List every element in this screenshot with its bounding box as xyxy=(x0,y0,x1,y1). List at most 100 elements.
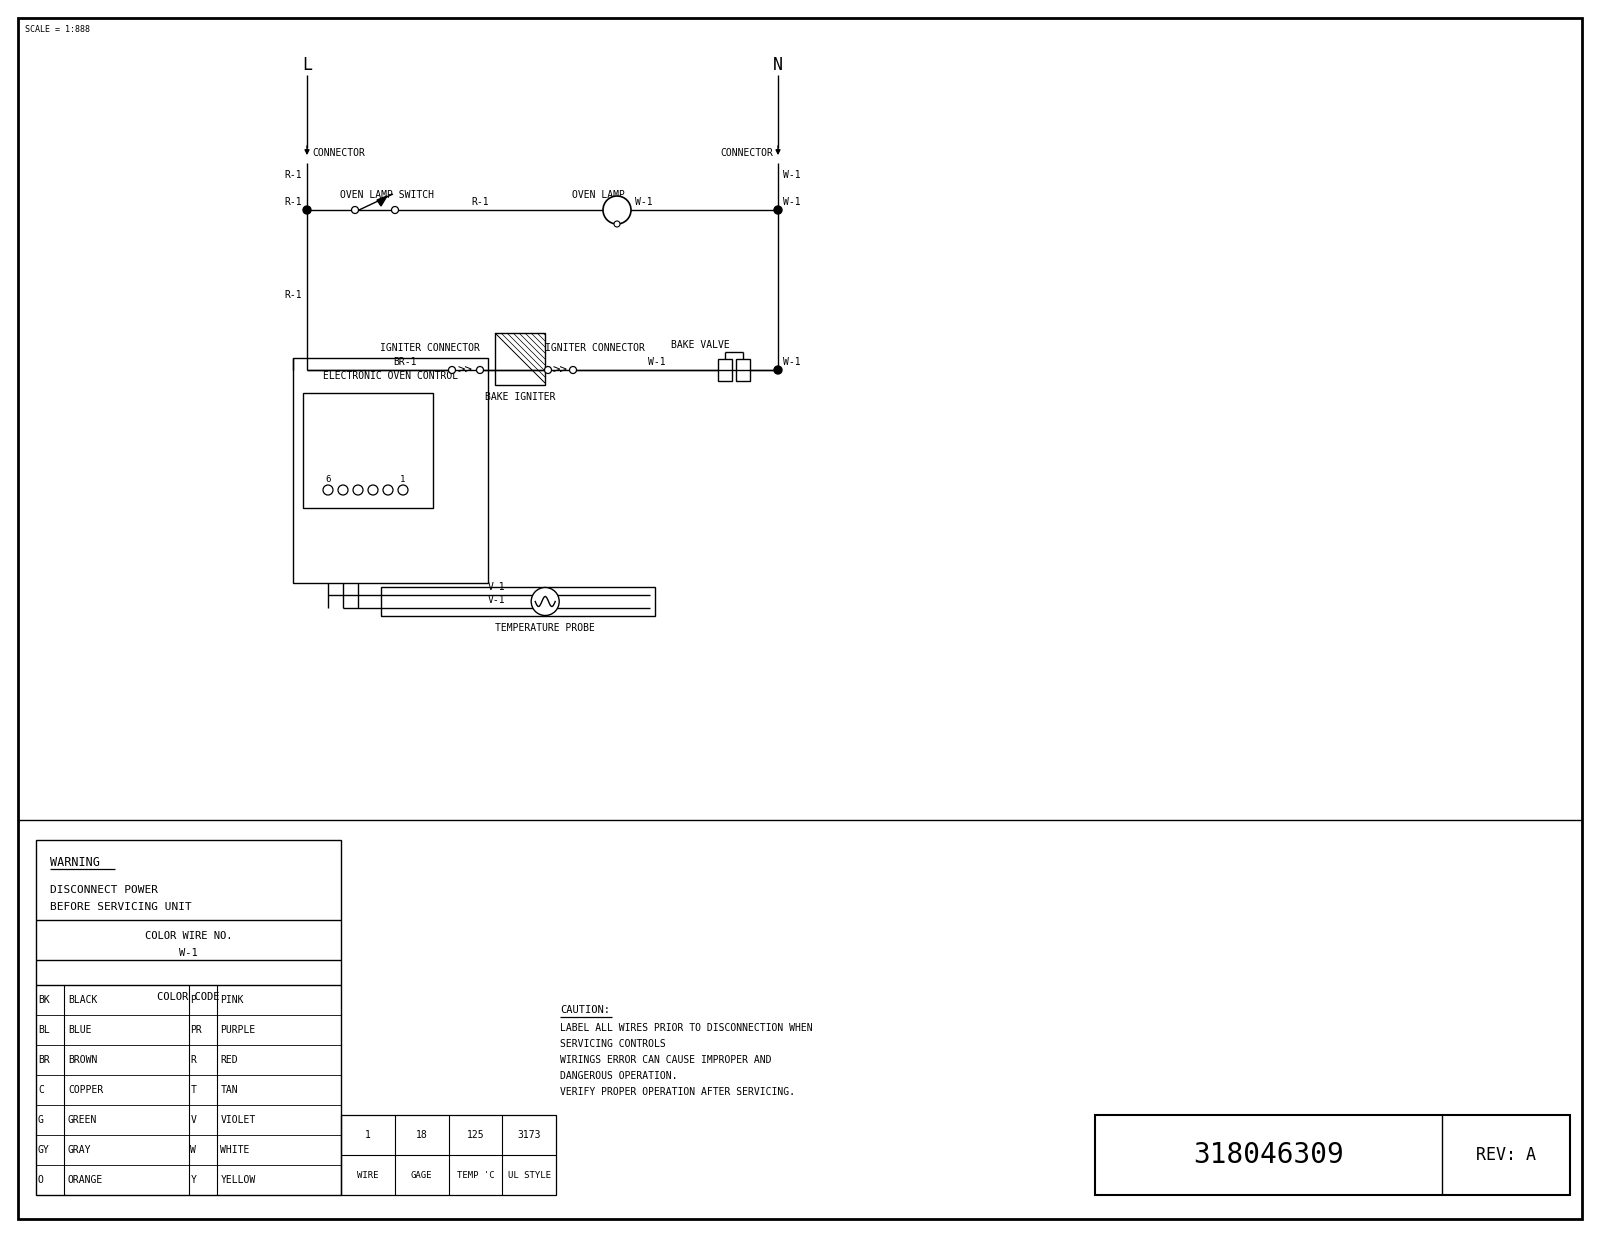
Text: 318046309: 318046309 xyxy=(1194,1141,1344,1169)
Text: SERVICING CONTROLS: SERVICING CONTROLS xyxy=(560,1039,666,1049)
Text: SCALE = 1:888: SCALE = 1:888 xyxy=(26,26,90,35)
Text: 3173: 3173 xyxy=(517,1131,541,1141)
Text: O: O xyxy=(38,1175,43,1185)
Text: DANGEROUS OPERATION.: DANGEROUS OPERATION. xyxy=(560,1071,677,1081)
Text: TAN: TAN xyxy=(221,1085,238,1095)
Text: GAGE: GAGE xyxy=(411,1170,432,1180)
Text: GRAY: GRAY xyxy=(67,1145,91,1155)
Text: 125: 125 xyxy=(467,1131,485,1141)
Text: BLACK: BLACK xyxy=(67,995,98,1004)
Text: YELLOW: YELLOW xyxy=(221,1175,256,1185)
Text: V-1: V-1 xyxy=(488,595,506,605)
Text: RED: RED xyxy=(221,1055,238,1065)
Circle shape xyxy=(368,485,378,495)
Text: LABEL ALL WIRES PRIOR TO DISCONNECTION WHEN: LABEL ALL WIRES PRIOR TO DISCONNECTION W… xyxy=(560,1023,813,1033)
Text: WIRE: WIRE xyxy=(357,1170,379,1180)
Text: IGNITER CONNECTOR: IGNITER CONNECTOR xyxy=(381,343,480,353)
Circle shape xyxy=(448,366,456,374)
Circle shape xyxy=(382,485,394,495)
Text: BK: BK xyxy=(38,995,50,1004)
Circle shape xyxy=(477,366,483,374)
Text: V-1: V-1 xyxy=(488,581,506,593)
Text: BR-1: BR-1 xyxy=(394,357,416,367)
Text: CONNECTOR: CONNECTOR xyxy=(312,148,365,158)
Bar xyxy=(1094,1115,1570,1195)
Text: REV: A: REV: A xyxy=(1475,1145,1536,1164)
Text: 18: 18 xyxy=(416,1131,427,1141)
Bar xyxy=(35,840,341,1195)
Text: Y: Y xyxy=(190,1175,197,1185)
Circle shape xyxy=(774,207,782,214)
Circle shape xyxy=(352,207,358,214)
Text: 1: 1 xyxy=(365,1131,371,1141)
Text: WARNING: WARNING xyxy=(50,856,99,868)
Text: 1: 1 xyxy=(400,475,406,485)
Text: +: + xyxy=(547,604,552,610)
Text: C: C xyxy=(38,1085,43,1095)
Text: CAUTION:: CAUTION: xyxy=(560,1004,610,1016)
Circle shape xyxy=(531,588,560,616)
Text: >>: >> xyxy=(458,364,472,376)
Bar xyxy=(293,357,488,583)
Text: W-1: W-1 xyxy=(179,948,198,957)
Bar xyxy=(494,333,546,385)
Text: R: R xyxy=(190,1055,197,1065)
Text: BLUE: BLUE xyxy=(67,1025,91,1035)
Circle shape xyxy=(392,207,398,214)
Text: ELECTRONIC OVEN CONTROL: ELECTRONIC OVEN CONTROL xyxy=(323,371,458,381)
Bar xyxy=(736,359,750,381)
Text: W-1: W-1 xyxy=(782,169,800,181)
Text: COPPER: COPPER xyxy=(67,1085,104,1095)
Text: PR: PR xyxy=(190,1025,202,1035)
Circle shape xyxy=(614,221,621,228)
Text: DISCONNECT POWER: DISCONNECT POWER xyxy=(50,884,158,896)
Text: P: P xyxy=(190,995,197,1004)
Text: TEMP 'C: TEMP 'C xyxy=(456,1170,494,1180)
Circle shape xyxy=(338,485,349,495)
Polygon shape xyxy=(378,195,387,207)
Text: V: V xyxy=(190,1115,197,1124)
Text: R-1: R-1 xyxy=(285,289,302,301)
Text: W-1: W-1 xyxy=(648,357,666,367)
Bar xyxy=(302,393,434,508)
Text: BAKE VALVE: BAKE VALVE xyxy=(670,340,730,350)
Text: COLOR CODE: COLOR CODE xyxy=(157,992,219,1002)
Circle shape xyxy=(323,485,333,495)
Circle shape xyxy=(603,195,630,224)
Text: WHITE: WHITE xyxy=(221,1145,250,1155)
Text: W-1: W-1 xyxy=(782,357,800,367)
Text: VIOLET: VIOLET xyxy=(221,1115,256,1124)
Text: CONNECTOR: CONNECTOR xyxy=(720,148,773,158)
Text: TEMPERATURE PROBE: TEMPERATURE PROBE xyxy=(496,623,595,633)
Bar xyxy=(381,588,654,616)
Circle shape xyxy=(774,366,782,374)
Text: IGNITER CONNECTOR: IGNITER CONNECTOR xyxy=(546,343,645,353)
Text: G: G xyxy=(38,1115,43,1124)
Text: OVEN LAMP SWITCH: OVEN LAMP SWITCH xyxy=(339,190,434,200)
Text: W-1: W-1 xyxy=(635,197,653,207)
Text: BAKE IGNITER: BAKE IGNITER xyxy=(485,392,555,402)
Bar xyxy=(341,1115,557,1195)
Circle shape xyxy=(398,485,408,495)
Text: T: T xyxy=(190,1085,197,1095)
Text: N: N xyxy=(773,56,782,74)
Text: VERIFY PROPER OPERATION AFTER SERVICING.: VERIFY PROPER OPERATION AFTER SERVICING. xyxy=(560,1087,795,1097)
Text: R-1: R-1 xyxy=(470,197,490,207)
Text: OVEN LAMP: OVEN LAMP xyxy=(571,190,624,200)
Text: BR: BR xyxy=(38,1055,50,1065)
Text: R-1: R-1 xyxy=(285,197,302,207)
Text: ORANGE: ORANGE xyxy=(67,1175,104,1185)
Text: PINK: PINK xyxy=(221,995,243,1004)
Text: GY: GY xyxy=(38,1145,50,1155)
Text: L: L xyxy=(302,56,312,74)
Text: BEFORE SERVICING UNIT: BEFORE SERVICING UNIT xyxy=(50,902,192,912)
Text: WIRINGS ERROR CAN CAUSE IMPROPER AND: WIRINGS ERROR CAN CAUSE IMPROPER AND xyxy=(560,1055,771,1065)
Text: W-1: W-1 xyxy=(782,197,800,207)
Text: GREEN: GREEN xyxy=(67,1115,98,1124)
Circle shape xyxy=(570,366,576,374)
Text: PURPLE: PURPLE xyxy=(221,1025,256,1035)
Text: >>: >> xyxy=(552,364,568,376)
Bar xyxy=(718,359,733,381)
Text: BROWN: BROWN xyxy=(67,1055,98,1065)
Circle shape xyxy=(544,366,552,374)
